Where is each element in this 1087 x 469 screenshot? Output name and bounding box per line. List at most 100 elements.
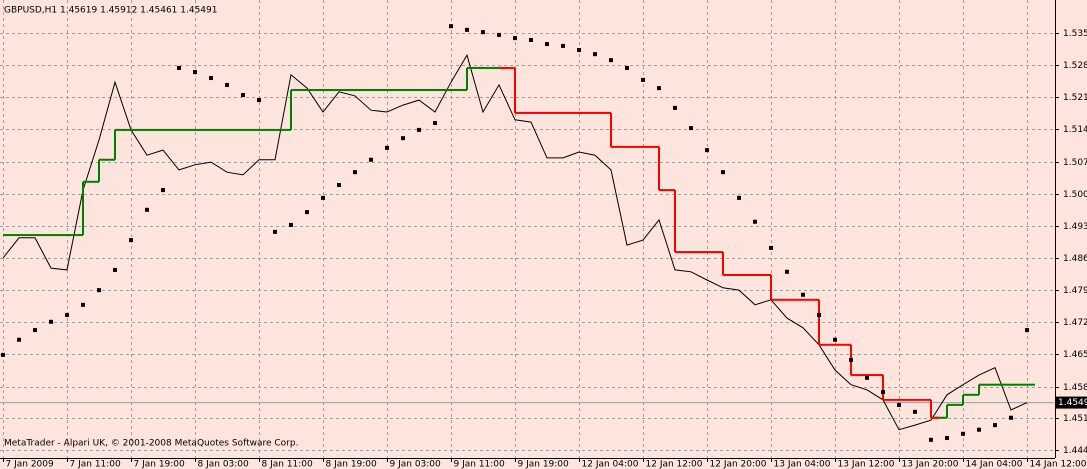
sar-dot [417,127,421,132]
sar-dot [1,352,5,357]
y-tick-label: 1.49340 [1063,222,1087,232]
sar-dot [257,98,261,103]
sar-dot [369,157,373,162]
y-tick-label: 1.50040 [1063,190,1087,200]
sar-dot [145,207,149,212]
sar-dot [945,435,949,440]
sar-dot [289,222,293,227]
sar-dot [689,126,693,131]
sar-dot [673,105,677,110]
sar-dot [113,267,117,272]
sar-dot [1025,328,1029,333]
sar-dot [657,86,661,91]
sar-dot [577,48,581,53]
x-tick-label: 12 Jan 20:00 [710,460,767,469]
sar-dot [1009,415,1013,420]
sar-dot [961,431,965,436]
sar-dot [497,32,501,37]
sar-dot [65,312,69,317]
marks [1,24,1035,442]
sar-dot [913,409,917,414]
x-tick-label: 7 Jan 11:00 [70,460,122,469]
sar-dot [721,170,725,175]
sar-dot [241,93,245,98]
sar-dot [561,43,565,48]
x-tick-label: 14 Jan 12:00 [1030,460,1087,469]
y-tick-label: 1.50740 [1063,158,1087,168]
sar-dot [769,245,773,250]
sar-dot [881,390,885,395]
price-line [2,53,1028,431]
x-tick-label: 13 Jan 12:00 [838,460,895,469]
y-tick-label: 1.53540 [1063,29,1087,39]
sar-dot [593,52,597,57]
sar-dot [305,210,309,215]
chart-title: GBPUSD,H1 1.45619 1.45912 1.45461 1.4549… [4,6,217,16]
sar-dot [401,136,405,141]
y-tick-label: 1.47940 [1063,286,1087,296]
sar-dot [753,219,757,224]
x-tick-label: 8 Jan 11:00 [262,460,314,469]
sar-dot [977,427,981,432]
sar-dot [897,402,901,407]
x-tick-label: 12 Jan 04:00 [582,460,639,469]
x-tick-label: 7 Jan 19:00 [134,460,186,469]
x-tick-label: 9 Jan 19:00 [518,460,570,469]
sar-dot [801,292,805,297]
sar-dot [481,30,485,35]
sar-dot [833,337,837,342]
current-price-box [1056,396,1087,409]
x-tick-label: 13 Jan 04:00 [774,460,831,469]
sar-dot [609,58,613,63]
sar-dot [33,328,37,333]
sar-dot [737,195,741,200]
sar-dot [449,24,453,29]
sar-dot [353,170,357,175]
sar-dot [49,319,53,324]
sar-dot [705,148,709,153]
sar-dot [929,437,933,442]
copyright: MetaTrader - Alpari UK, © 2001-2008 Meta… [4,439,298,449]
sar-dot [545,42,549,47]
sar-dot [513,36,517,41]
sar-dot [81,302,85,307]
x-tick-label: 12 Jan 12:00 [646,460,703,469]
sar-dot [273,229,277,234]
y-tick-label: 1.52140 [1063,93,1087,103]
x-tick-label: 7 Jan 2009 [6,460,54,469]
sar-dot [865,375,869,380]
sar-dot [17,337,21,342]
x-tick-label: 13 Jan 20:00 [902,460,959,469]
sar-dot [225,82,229,87]
sar-dot [193,70,197,75]
y-tick-label: 1.45160 [1063,414,1087,424]
y-tick-label: 1.46540 [1063,350,1087,360]
y-tick-label: 1.51440 [1063,125,1087,135]
sar-dot [337,183,341,188]
sar-dot [529,37,533,42]
sar-dot [817,312,821,317]
sar-dot [97,288,101,293]
sar-dot [849,357,853,362]
y-tick-label: 1.45840 [1063,383,1087,393]
sar-dot [465,27,469,32]
sar-dot [433,121,437,126]
sar-dot [161,188,165,193]
x-tick-label: 8 Jan 03:00 [198,460,250,469]
sar-dot [321,195,325,200]
y-tick-label: 1.48640 [1063,254,1087,264]
sar-dot [993,423,997,428]
sar-dot [177,65,181,70]
sar-dot [641,77,645,82]
sar-dot [785,269,789,274]
y-tick-label: 1.44460 [1063,446,1087,456]
sar-dot [209,76,213,81]
y-tick-label: 1.52840 [1063,61,1087,71]
x-tick-label: 9 Jan 03:00 [390,460,442,469]
sar-dot [625,65,629,70]
current-price-label: 1.45491 [1058,398,1087,408]
sar-dot [129,238,133,243]
sar-dot [385,145,389,150]
